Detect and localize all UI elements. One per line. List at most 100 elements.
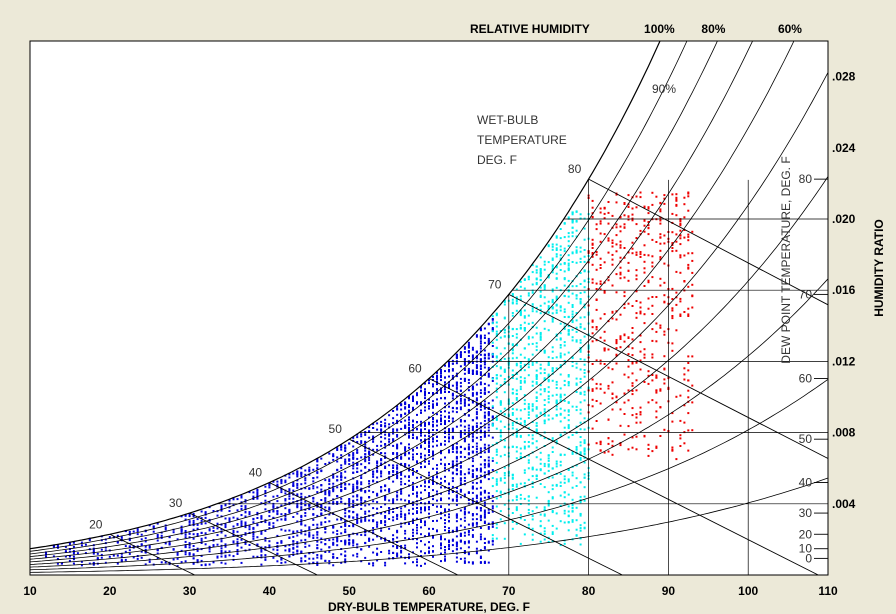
data-point (555, 527, 558, 530)
data-point (579, 250, 582, 253)
data-point (80, 564, 83, 567)
data-point (515, 298, 518, 301)
data-point (683, 280, 686, 283)
data-point (615, 318, 618, 321)
data-point (212, 561, 215, 564)
data-point (232, 529, 235, 532)
data-point (420, 439, 422, 442)
data-point (487, 434, 490, 437)
data-point (412, 512, 414, 515)
data-point (519, 493, 522, 496)
data-point (555, 298, 558, 301)
data-point (356, 487, 359, 490)
data-point (519, 388, 522, 391)
data-point (372, 453, 375, 456)
data-point (451, 435, 454, 438)
data-point (559, 245, 562, 248)
data-point (432, 393, 434, 396)
data-point (559, 400, 562, 403)
data-point (236, 538, 239, 541)
data-point (555, 383, 558, 386)
data-point (188, 546, 191, 549)
data-point (368, 485, 371, 488)
data-point (164, 542, 167, 545)
data-point (483, 366, 486, 369)
data-point (539, 513, 542, 516)
rh-curve-100 (29, 40, 661, 550)
data-point (424, 466, 426, 468)
data-point (479, 499, 482, 502)
data-point (567, 301, 570, 304)
data-point (495, 505, 498, 508)
data-point (408, 396, 410, 399)
data-point (547, 463, 550, 466)
data-point (639, 256, 642, 258)
data-point (292, 530, 295, 533)
data-point (364, 456, 367, 459)
data-point (388, 434, 391, 437)
data-point (451, 499, 454, 502)
data-point (471, 534, 474, 537)
data-point (483, 466, 486, 469)
data-point (340, 500, 343, 503)
data-point (368, 545, 371, 548)
data-point (691, 306, 694, 309)
y-tick-label: .004 (832, 497, 856, 511)
data-point (555, 296, 558, 299)
data-point (264, 485, 267, 488)
data-point (268, 482, 271, 485)
data-point (511, 477, 514, 480)
data-point (479, 336, 482, 339)
data-point (679, 315, 682, 317)
data-point (260, 550, 263, 553)
data-point (555, 367, 558, 370)
data-point (471, 524, 474, 527)
data-point (523, 278, 526, 281)
y-tick-label: .016 (832, 283, 856, 297)
data-point (471, 450, 474, 453)
data-point (471, 487, 474, 490)
data-point (448, 541, 450, 543)
data-point (272, 522, 275, 525)
data-point (487, 492, 490, 495)
data-point (356, 522, 359, 525)
data-point (196, 534, 199, 537)
data-point (436, 435, 438, 438)
data-point (316, 501, 319, 504)
data-point (595, 382, 598, 385)
data-point (491, 505, 494, 508)
data-point (364, 443, 367, 446)
data-point (316, 554, 319, 556)
data-point (555, 236, 558, 239)
data-point (455, 386, 458, 389)
data-point (531, 510, 534, 513)
data-point (475, 350, 478, 353)
data-point (551, 488, 554, 491)
data-point (360, 519, 363, 522)
data-point (599, 288, 602, 291)
data-point (451, 392, 454, 395)
data-point (675, 240, 678, 243)
data-point (495, 314, 498, 317)
data-point (308, 470, 311, 473)
data-point (527, 467, 530, 470)
data-point (292, 489, 295, 492)
data-point (503, 472, 506, 474)
wb-line-80 (588, 178, 829, 306)
data-point (487, 419, 490, 422)
data-point (392, 498, 395, 501)
data-point (296, 494, 299, 497)
data-point (128, 552, 131, 555)
data-point (515, 393, 518, 396)
data-point (543, 351, 546, 354)
x-tick-label: 70 (502, 584, 516, 598)
data-point (264, 508, 267, 511)
data-point (467, 378, 470, 381)
data-point (392, 430, 395, 433)
data-point (320, 499, 323, 501)
data-point (380, 444, 383, 447)
data-point (483, 382, 486, 385)
data-point (479, 429, 482, 432)
data-point (440, 547, 442, 550)
data-point (304, 545, 307, 548)
